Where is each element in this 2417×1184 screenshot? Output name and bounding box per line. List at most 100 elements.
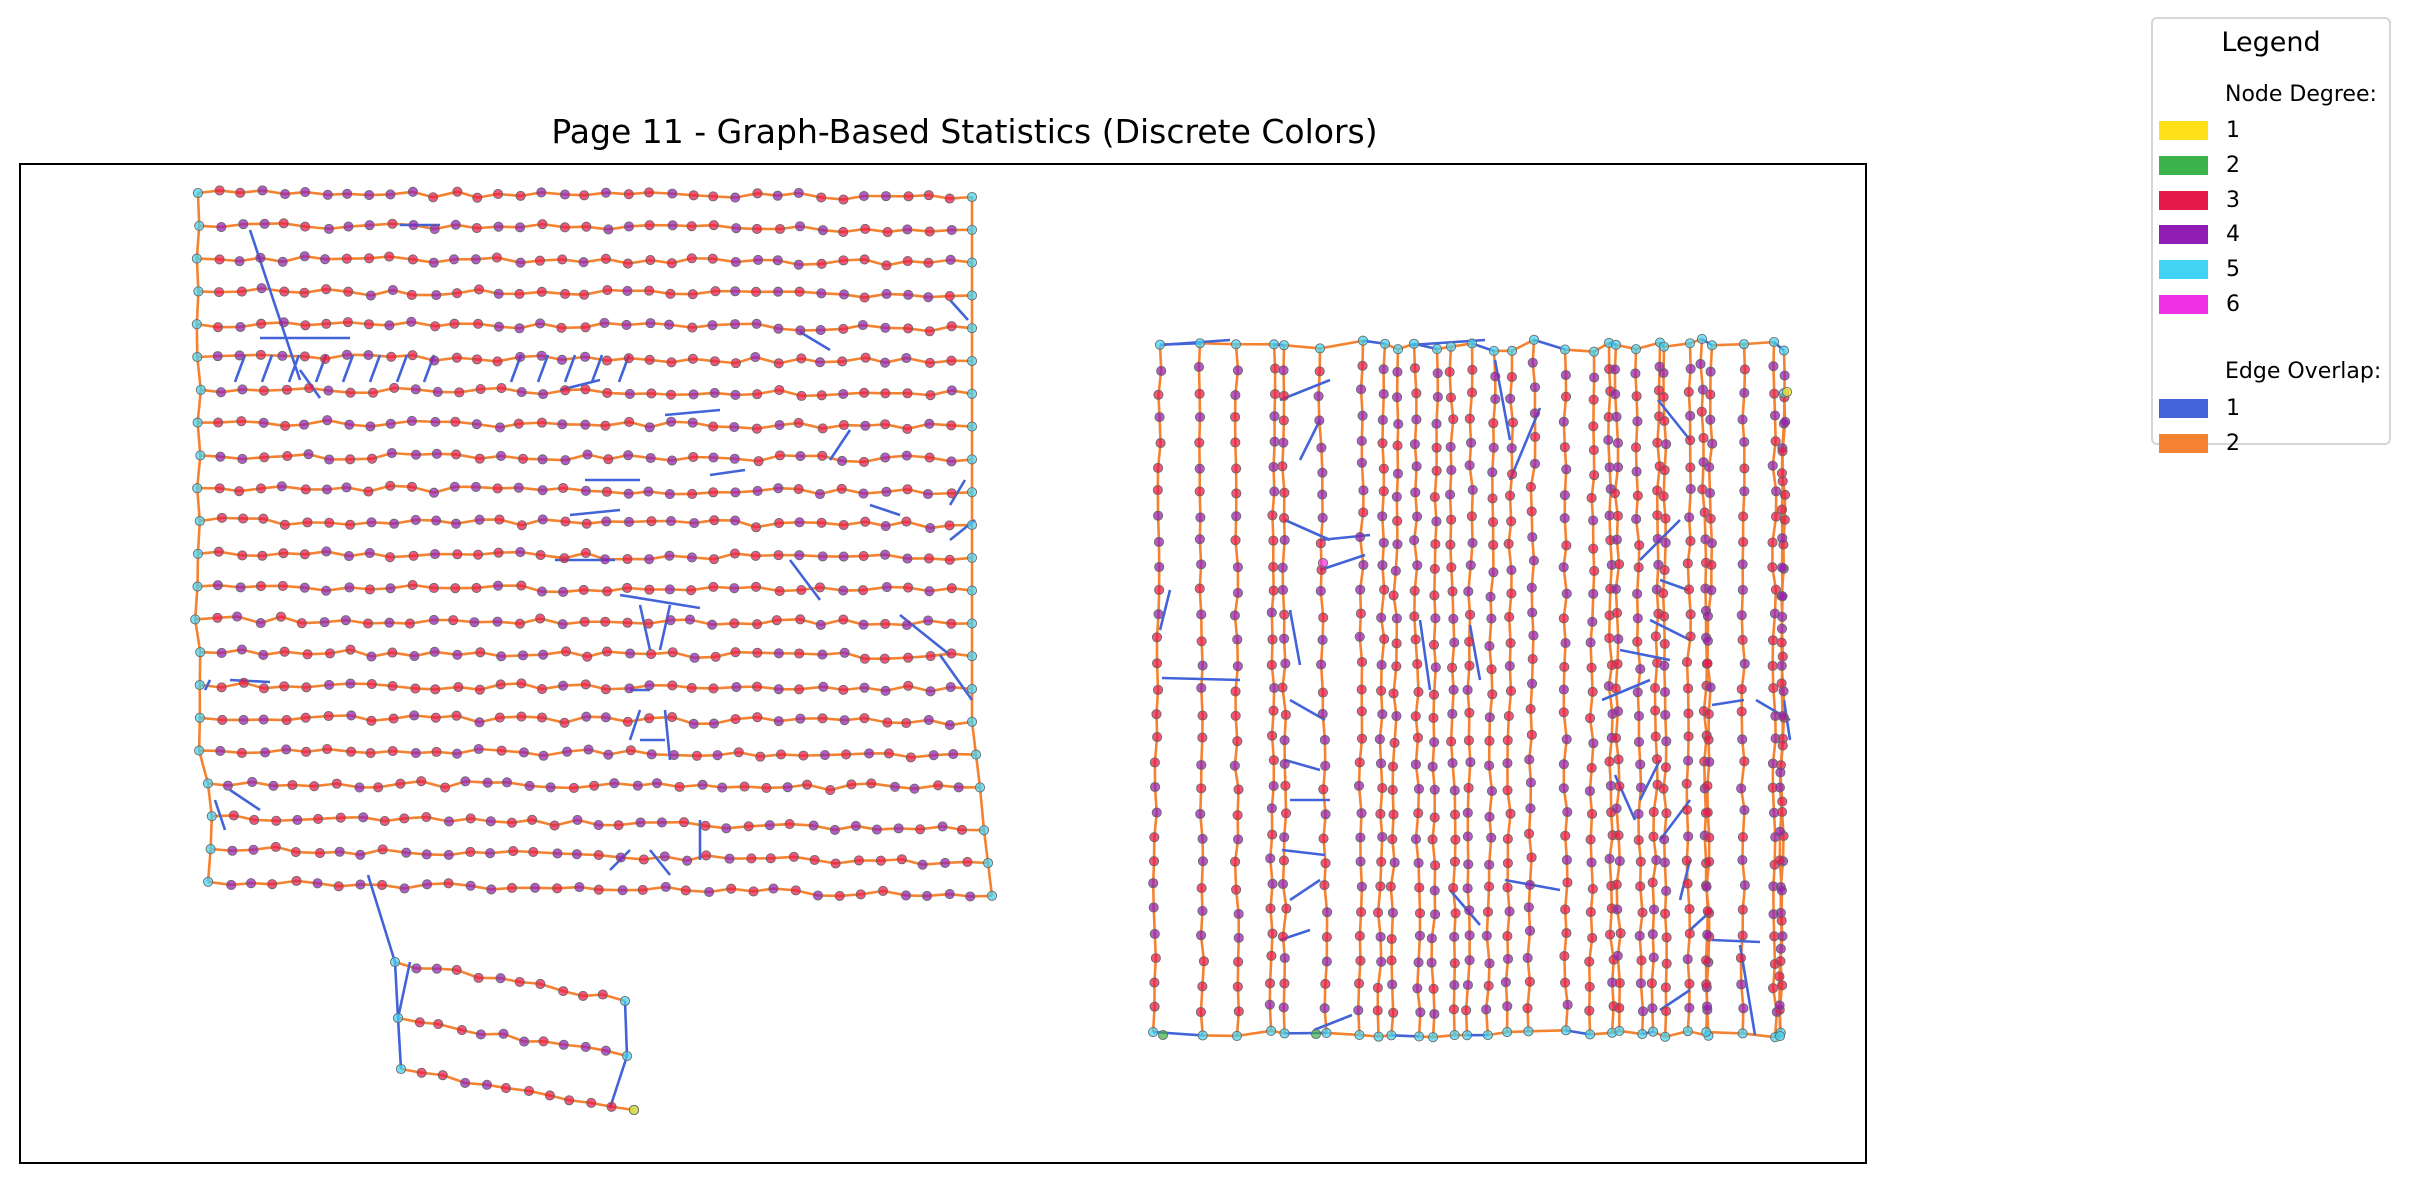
graph-node [1266, 607, 1277, 618]
graph-node [1392, 392, 1403, 403]
graph-node [643, 618, 654, 629]
graph-node [247, 776, 258, 787]
graph-node [622, 716, 633, 727]
graph-node [809, 854, 820, 866]
graph-node [1502, 930, 1513, 942]
graph-node [1429, 1008, 1440, 1020]
graph-node [1392, 440, 1403, 451]
graph-node [600, 420, 611, 431]
graph-node [1232, 587, 1243, 599]
graph-node [686, 253, 697, 264]
graph-node [1702, 658, 1713, 669]
edge-overlap-1 [628, 709, 642, 741]
graph-node [1738, 536, 1749, 548]
graph-node [788, 851, 799, 862]
legend-swatch-degree-4 [2159, 224, 2208, 244]
graph-node [765, 853, 776, 864]
graph-node [536, 586, 548, 597]
graph-node [808, 820, 819, 831]
graph-node [1446, 514, 1457, 525]
legend-node-item: 6 [2159, 289, 2240, 319]
graph-node [880, 685, 891, 696]
graph-node [260, 747, 271, 758]
graph-node [666, 357, 677, 368]
edge-overlap-2 [970, 721, 978, 755]
graph-node [267, 879, 278, 890]
graph-node [1149, 1001, 1160, 1012]
graph-node [1467, 364, 1478, 375]
graph-node [1659, 565, 1670, 576]
graph-node [259, 452, 270, 463]
graph-node [1149, 757, 1160, 768]
graph-node [513, 482, 524, 493]
graph-node [750, 581, 762, 592]
graph-node [924, 452, 935, 463]
graph-node [1774, 1000, 1785, 1011]
graph-node [1267, 730, 1278, 741]
graph-node [1355, 584, 1366, 595]
graph-node [192, 548, 204, 559]
graph-node [871, 824, 882, 835]
graph-node [1684, 338, 1696, 349]
graph-node [1414, 1031, 1425, 1042]
graph-node [600, 253, 611, 264]
graph-node [944, 193, 955, 204]
graph-node [580, 322, 591, 333]
graph-node [880, 549, 891, 560]
graph-node [429, 355, 440, 366]
diagram-title: Page 11 - Graph-Based Statistics (Discre… [551, 112, 1378, 151]
graph-node [730, 389, 741, 401]
graph-node [593, 820, 604, 831]
graph-node [922, 488, 934, 500]
graph-node [1635, 978, 1646, 989]
graph-node [700, 820, 711, 831]
graph-node [1685, 609, 1696, 620]
graph-node [1633, 736, 1645, 747]
graph-node [560, 516, 571, 527]
graph-node [1558, 562, 1569, 573]
graph-node [300, 484, 311, 495]
graph-node [1318, 784, 1329, 795]
graph-node [517, 650, 529, 661]
graph-node [1586, 492, 1597, 504]
graph-node [600, 684, 611, 695]
graph-node [816, 390, 827, 401]
graph-node [1611, 879, 1622, 890]
graph-node [817, 423, 828, 434]
graph-node [1377, 560, 1388, 571]
graph-node [1277, 879, 1289, 890]
graph-node [1321, 956, 1332, 967]
graph-node [743, 821, 754, 832]
graph-node [363, 319, 374, 330]
graph-node [1561, 854, 1572, 866]
graph-node [875, 855, 886, 866]
graph-node [838, 585, 849, 596]
graph-node [364, 220, 375, 231]
graph-node [923, 292, 934, 303]
graph-node [1658, 588, 1669, 599]
graph-node [1777, 446, 1788, 457]
graph-node [1410, 711, 1421, 722]
graph-node [537, 684, 548, 695]
graph-node [523, 1085, 535, 1096]
graph-node [1314, 366, 1325, 377]
graph-node [644, 422, 655, 433]
graph-node [275, 611, 287, 622]
graph-node [323, 710, 334, 722]
graph-node [1659, 857, 1670, 868]
graph-node [1429, 563, 1440, 574]
graph-node [238, 513, 249, 524]
graph-node [300, 186, 311, 198]
graph-node [707, 320, 718, 331]
graph-node [558, 586, 569, 597]
graph-node [1586, 662, 1597, 673]
edge-overlap-2 [195, 225, 201, 259]
graph-node [1524, 754, 1535, 765]
graph-node [1683, 386, 1694, 397]
graph-node [582, 449, 593, 460]
graph-node [324, 517, 335, 528]
graph-node [1280, 808, 1292, 819]
graph-node [450, 416, 461, 427]
graph-node [917, 859, 928, 870]
graph-node [232, 611, 243, 622]
